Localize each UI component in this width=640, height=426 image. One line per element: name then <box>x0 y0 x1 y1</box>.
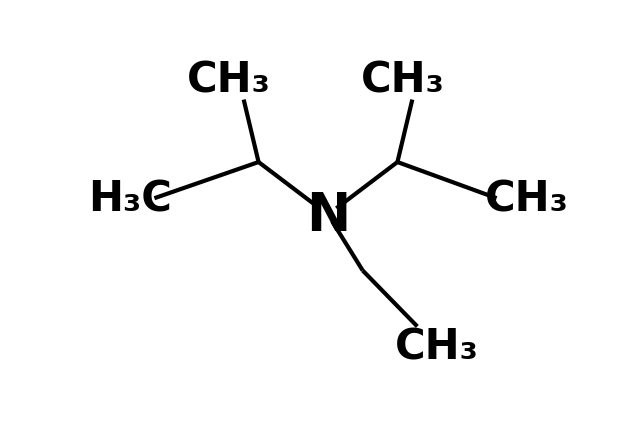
Text: CH₃: CH₃ <box>360 60 444 101</box>
Text: H₃C: H₃C <box>88 178 172 220</box>
Text: CH₃: CH₃ <box>187 60 271 101</box>
Text: CH₃: CH₃ <box>484 178 568 220</box>
Text: CH₃: CH₃ <box>395 325 479 367</box>
Text: N: N <box>306 189 350 241</box>
